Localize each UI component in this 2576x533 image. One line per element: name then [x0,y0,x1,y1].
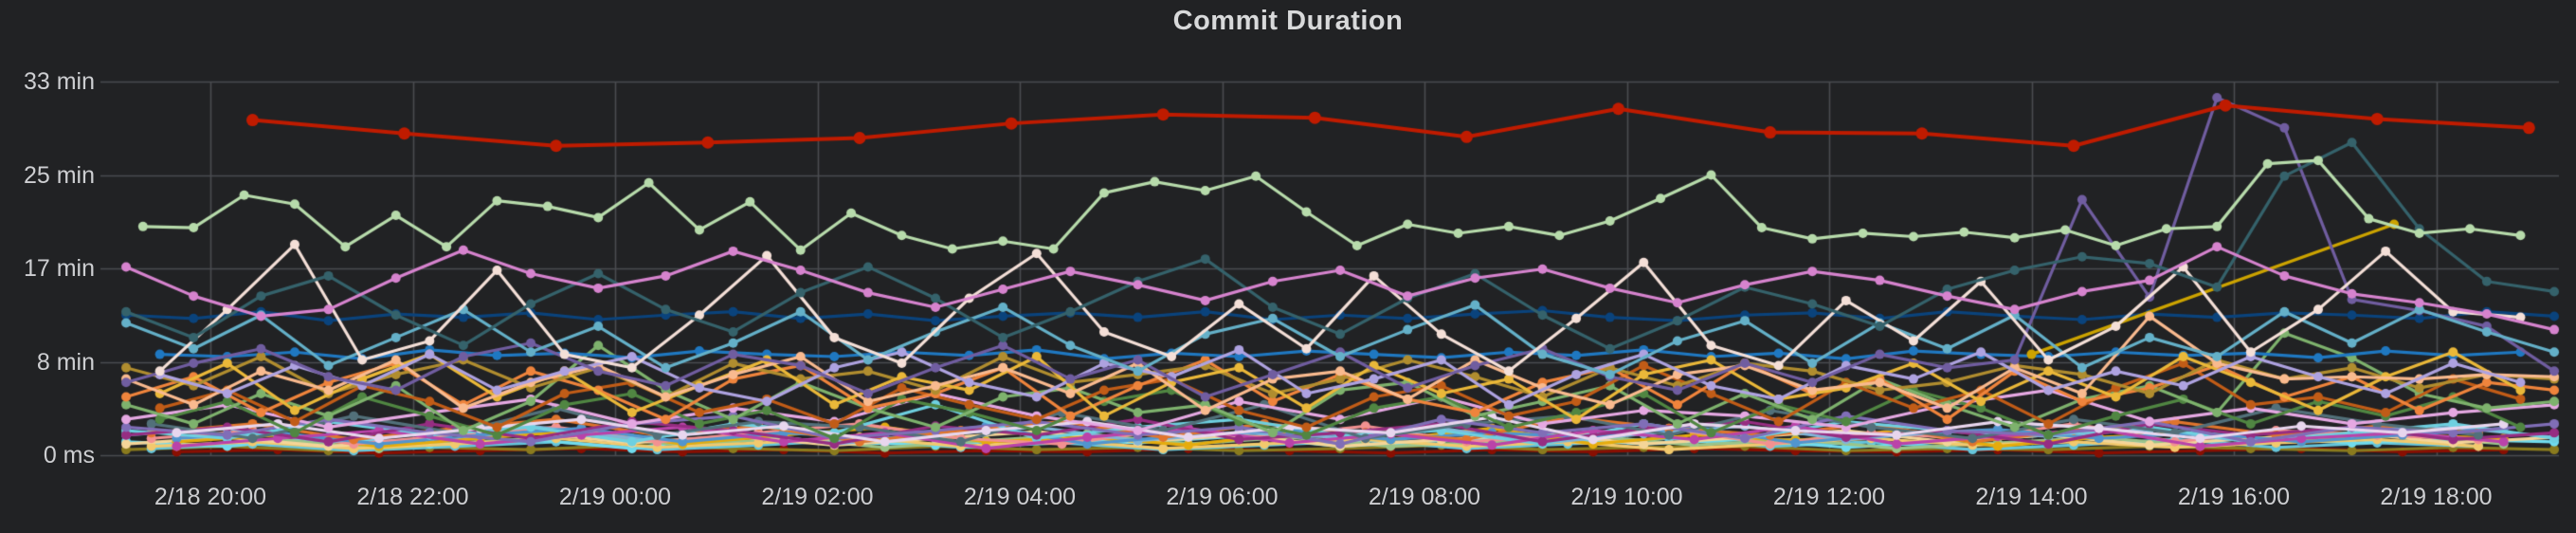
x-axis-label: 2/19 02:00 [761,484,874,510]
y-axis-label: 33 min [23,68,95,95]
x-axis-label: 2/19 16:00 [2177,484,2291,510]
x-axis-label: 2/19 00:00 [558,484,672,510]
x-axis-label: 2/19 18:00 [2380,484,2493,510]
x-axis-label: 2/19 08:00 [1368,484,1481,510]
x-axis-label: 2/18 22:00 [356,484,469,510]
x-axis-label: 2/19 12:00 [1772,484,1886,510]
x-axis-label: 2/19 10:00 [1570,484,1683,510]
y-axis-label: 0 ms [43,442,95,469]
y-axis-label: 17 min [23,255,95,282]
x-axis-label: 2/19 06:00 [1166,484,1279,510]
x-axis-label: 2/19 14:00 [1975,484,2088,510]
y-axis-label: 25 min [23,161,95,189]
panel-title[interactable]: Commit Duration [1172,6,1404,36]
x-axis-label: 2/18 20:00 [154,484,267,510]
y-axis-label: 8 min [36,348,95,376]
x-axis-label: 2/19 04:00 [963,484,1077,510]
